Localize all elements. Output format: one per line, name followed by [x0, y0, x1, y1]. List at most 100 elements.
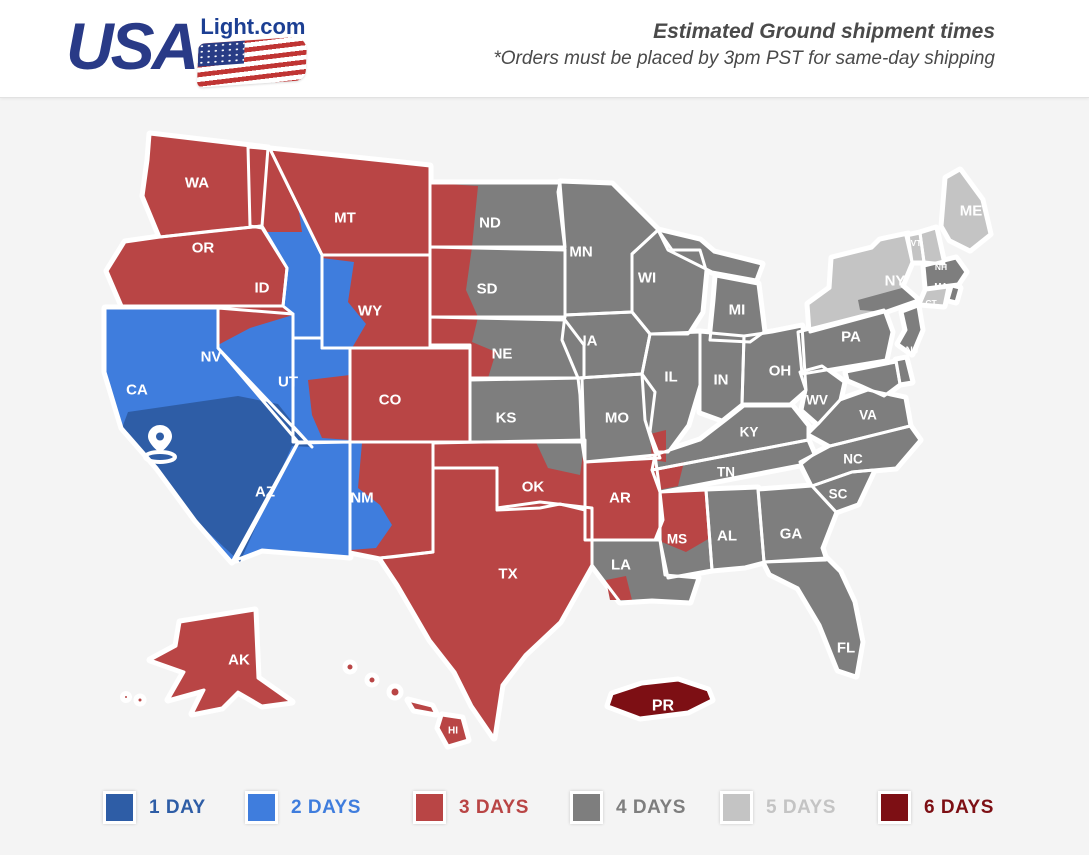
- state-label: OH: [769, 363, 792, 380]
- state-label: NY: [885, 273, 906, 290]
- state-shape: [236, 442, 350, 560]
- zone-overlay: [660, 490, 710, 552]
- state-shape: [800, 426, 920, 486]
- page-subtitle: *Orders must be placed by 3pm PST for sa…: [493, 48, 995, 69]
- state-label: AL: [717, 528, 737, 545]
- state-label: WA: [185, 175, 209, 192]
- state-label: SC: [829, 487, 848, 502]
- state-shape: [585, 455, 663, 540]
- territory-shape-puerto-rico: [608, 680, 712, 718]
- zone-overlay: [430, 247, 478, 317]
- state-shape: [924, 258, 966, 288]
- state-shape: [642, 332, 700, 452]
- state-label: MA: [934, 281, 947, 291]
- state-shape: [652, 440, 814, 492]
- state-shape: [558, 182, 658, 315]
- zone-overlay: [350, 442, 392, 550]
- ship-origin-pin-icon: [143, 425, 177, 464]
- legend-swatch-1-day: [103, 791, 136, 824]
- state-label: IN: [714, 372, 729, 389]
- state-label: MT: [334, 210, 356, 227]
- legend-item-6-days: 6 DAYS: [878, 791, 994, 824]
- state-shape: [107, 226, 287, 306]
- state-label: WI: [638, 270, 656, 287]
- state-shape: [470, 378, 584, 442]
- state-shape: [742, 326, 806, 404]
- state-label: NJ: [906, 346, 919, 357]
- state-label: MS: [667, 532, 687, 547]
- state-label: ME: [960, 203, 983, 220]
- state-label: OK: [522, 479, 545, 496]
- state-labels-layer: WA OR CA NV ID MT WY UT CO AZ NM TX OK K…: [126, 175, 982, 737]
- state-label: UT: [278, 374, 298, 391]
- state-shape-michigan: [658, 230, 764, 342]
- shipping-days-legend: 1 DAY 2 DAYS 3 DAYS 4 DAYS 5 DAYS 6 DAYS: [0, 791, 1089, 831]
- state-label: AK: [228, 652, 250, 669]
- state-shape: [218, 308, 312, 447]
- zone-overlay: [858, 288, 918, 312]
- state-label: NC: [843, 452, 863, 467]
- state-label: KS: [496, 410, 517, 427]
- state-label: VA: [859, 408, 877, 423]
- legend-swatch-5-days: [720, 791, 753, 824]
- state-label: NE: [492, 346, 513, 363]
- state-shape: [706, 488, 764, 570]
- state-label: VT: [911, 238, 923, 248]
- legend-label: 4 DAYS: [616, 796, 686, 818]
- legend-swatch-2-days: [245, 791, 278, 824]
- state-shape: [764, 558, 862, 676]
- state-label: IA: [583, 333, 598, 350]
- usalight-logo[interactable]: USA Light.com: [66, 10, 316, 88]
- legend-swatch-3-days: [413, 791, 446, 824]
- zone-overlay: [322, 258, 366, 348]
- state-label: LA: [611, 557, 631, 574]
- state-shape: [942, 170, 990, 250]
- state-shape: [758, 486, 836, 562]
- state-label: MI: [729, 302, 746, 319]
- state-label: AZ: [255, 484, 275, 501]
- header-bar: USA Light.com Estimated Ground shipment …: [0, 0, 1089, 98]
- state-label: CA: [126, 382, 148, 399]
- state-label: OR: [192, 240, 215, 257]
- page-title: Estimated Ground shipment times: [653, 20, 995, 43]
- zone-overlay: [152, 306, 293, 345]
- state-shape: [652, 406, 808, 470]
- zone-overlay: [430, 317, 496, 378]
- state-label: CO: [379, 392, 402, 409]
- state-label: KY: [740, 425, 759, 440]
- state-shape: [920, 287, 948, 306]
- state-label: ND: [479, 215, 501, 232]
- legend-item-2-days: 2 DAYS: [245, 791, 361, 824]
- zone-overlay: [308, 375, 350, 440]
- territory-label: PR: [652, 698, 675, 715]
- logo-lightcom-text: Light.com: [200, 14, 306, 39]
- state-label: CT: [925, 298, 937, 308]
- state-shape: [800, 366, 844, 424]
- legend-swatch-6-days: [878, 791, 911, 824]
- zone-overlay: [535, 440, 585, 475]
- state-label: MO: [605, 410, 629, 427]
- state-shape: [700, 332, 744, 420]
- state-label: PA: [841, 329, 861, 346]
- legend-label: 6 DAYS: [924, 796, 994, 818]
- state-shape: [350, 348, 470, 442]
- legend-label: 3 DAYS: [459, 796, 529, 818]
- state-label: ID: [255, 280, 270, 297]
- legend-item-1-day: 1 DAY: [103, 791, 206, 824]
- state-label: NH: [935, 262, 947, 272]
- state-label: IL: [664, 369, 677, 386]
- state-label: NM: [350, 490, 373, 507]
- zone-overlay: [248, 147, 302, 232]
- zone-overlay: [430, 183, 478, 247]
- state-shape: [578, 374, 660, 462]
- state-label: FL: [837, 640, 855, 657]
- state-label: WV: [806, 393, 828, 408]
- state-label: AR: [609, 490, 631, 507]
- usa-flag-icon: [197, 36, 308, 88]
- state-label: SD: [477, 281, 498, 298]
- state-label: MN: [569, 244, 592, 261]
- legend-label: 2 DAYS: [291, 796, 361, 818]
- state-label: NV: [201, 349, 222, 366]
- legend-label: 5 DAYS: [766, 796, 836, 818]
